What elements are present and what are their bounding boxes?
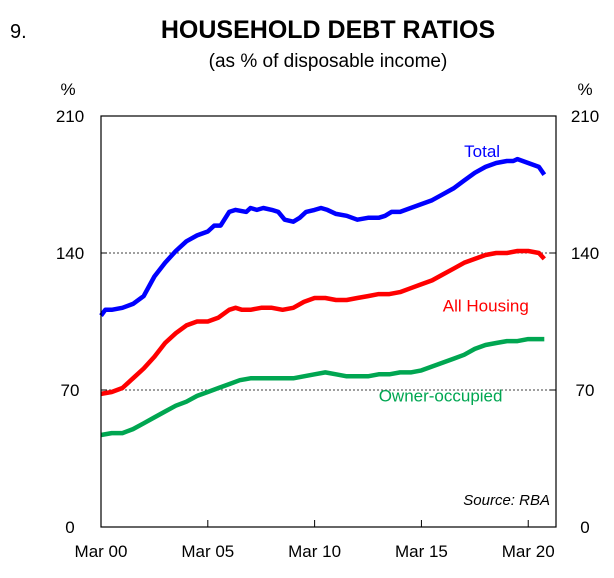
y-unit-right: %	[577, 80, 592, 99]
plot-frame	[100, 115, 557, 528]
series-lines	[99, 156, 547, 438]
y-axis-right: 0 70 140 210	[550, 107, 599, 537]
y-unit-left: %	[60, 80, 75, 99]
y-tick-label-left: 140	[56, 244, 84, 263]
x-tick-label: Mar 05	[181, 542, 234, 561]
series-line-all-housing	[100, 248, 546, 397]
x-tick-label: Mar 15	[395, 542, 448, 561]
figure-number: 9.	[10, 21, 27, 43]
x-tick-label: Mar 10	[288, 542, 341, 561]
x-tick-label: Mar 20	[502, 542, 555, 561]
chart-title: HOUSEHOLD DEBT RATIOS	[161, 16, 495, 44]
y-tick-label-left: 70	[61, 381, 80, 400]
series-line-total	[99, 156, 547, 317]
y-axis-left: 0 70 140 210	[56, 107, 107, 537]
annotation-total: Total	[464, 142, 500, 161]
y-tick-label-right: 140	[571, 244, 599, 263]
chart-subtitle: (as % of disposable income)	[209, 51, 448, 72]
y-tick-label-right: 0	[580, 518, 589, 537]
x-axis: Mar 00 Mar 05 Mar 10 Mar 15 Mar 20	[75, 520, 555, 561]
y-tick-label-left: 210	[56, 107, 84, 126]
annotation-all-housing: All Housing	[443, 297, 529, 316]
annotation-owner-occupied: Owner-occupied	[379, 387, 503, 406]
series-line-owner-occupied	[100, 336, 545, 438]
x-tick-label: Mar 00	[75, 542, 128, 561]
series-annotations: Total All Housing Owner-occupied	[379, 142, 529, 406]
y-tick-label-right: 70	[576, 381, 595, 400]
y-tick-label-left: 0	[65, 518, 74, 537]
y-tick-label-right: 210	[571, 107, 599, 126]
source-note: Source: RBA	[463, 492, 550, 509]
